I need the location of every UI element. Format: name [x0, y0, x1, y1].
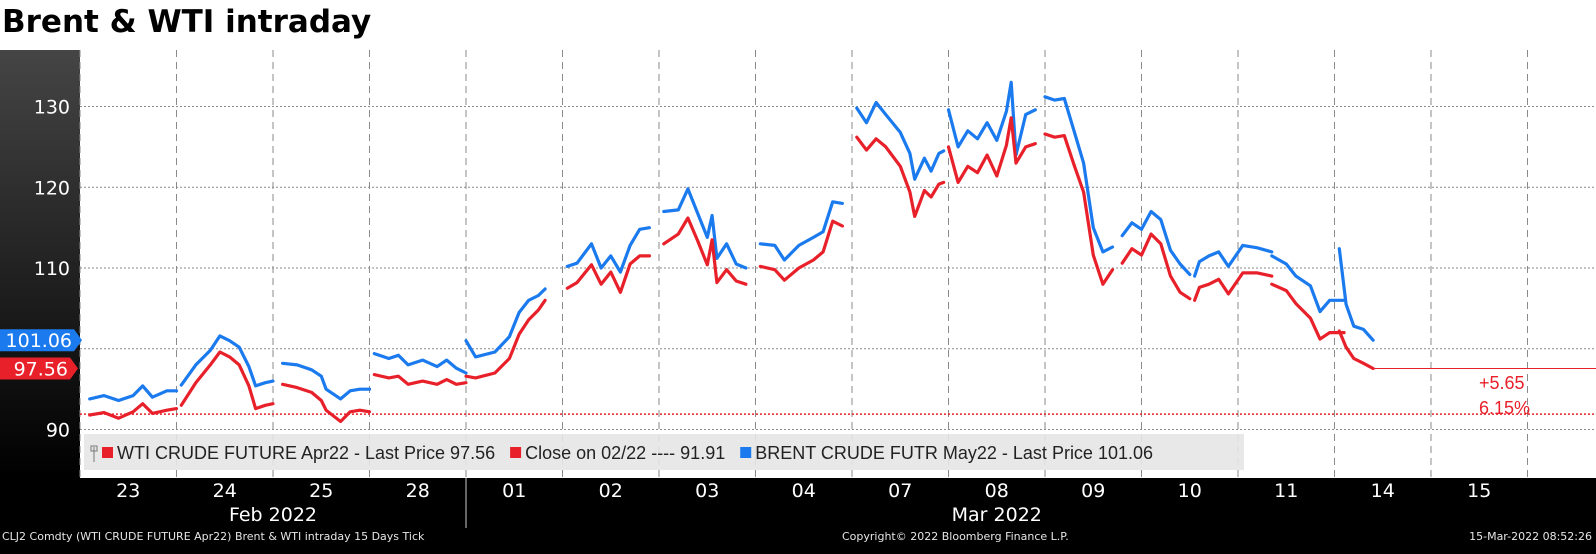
series-line-brent [662, 187, 748, 270]
legend-swatch-close [510, 447, 522, 458]
x-tick-label: 10 [1178, 480, 1202, 502]
series-line-wti [464, 298, 547, 380]
y-tick-label: 90 [46, 420, 70, 442]
legend-label-close: Close on 02/22 ---- 91.91 [525, 443, 725, 463]
x-tick-label: 24 [213, 480, 237, 502]
x-tick-label: 14 [1371, 480, 1395, 502]
series-line-wti [179, 350, 275, 411]
series-line-brent [758, 200, 844, 262]
y-tick-label: 120 [34, 177, 70, 199]
x-tick-label: 08 [985, 480, 1009, 502]
series-line-wti [1337, 329, 1375, 371]
series-line-wti [372, 373, 468, 386]
y-tick-label: 110 [34, 258, 70, 280]
series-line-brent [372, 352, 468, 375]
series-line-brent [1337, 247, 1375, 342]
series-line-brent [281, 361, 372, 401]
change-value: +5.65 [1479, 373, 1525, 393]
series-brent [88, 80, 1375, 403]
series-line-wti [1193, 271, 1274, 302]
legend-pin-icon [90, 445, 98, 452]
footer-copyright: Copyright© 2022 Bloomberg Finance L.P. [842, 530, 1069, 543]
series-line-brent [1043, 95, 1115, 254]
legend-swatch-wti [102, 447, 113, 458]
x-tick-label: 09 [1081, 480, 1105, 502]
chart: 101.06 97.56 90 110 120 130 WTI CRUDE FUTURE… [0, 50, 1596, 528]
x-month-label: Mar 2022 [952, 504, 1042, 526]
series-line-brent [464, 287, 547, 359]
change-percent: 6.15% [1479, 398, 1530, 418]
series-line-wti [946, 116, 1037, 184]
series-line-brent [855, 100, 946, 181]
series-line-wti [662, 216, 748, 286]
x-month-label: Feb 2022 [229, 504, 317, 526]
series-line-brent [1270, 254, 1346, 314]
y-tick-label: 130 [34, 97, 70, 119]
x-tick-label: 25 [309, 480, 333, 502]
last-price-badge [0, 329, 82, 352]
x-tick-label: 11 [1274, 480, 1298, 502]
footer-timestamp: 15-Mar-2022 08:52:26 [1469, 530, 1592, 543]
series-line-brent [179, 334, 275, 388]
series-line-wti [1043, 132, 1115, 286]
footer: CLJ2 Comdty (WTI CRUDE FUTURE Apr22) Bre… [0, 528, 1596, 554]
x-tick-label: 28 [406, 480, 430, 502]
legend-label-brent: BRENT CRUDE FUTR May22 - Last Price 101.… [755, 443, 1153, 463]
x-tick-label: 03 [695, 480, 719, 502]
series-line-brent [88, 384, 179, 403]
x-tick-label: 15 [1467, 480, 1491, 502]
x-tick-label: 01 [502, 480, 526, 502]
chart-title: Brent & WTI intraday [2, 4, 372, 40]
x-tick-label: 23 [116, 480, 140, 502]
series-line-wti [1270, 282, 1346, 341]
x-tick-label: 04 [792, 480, 816, 502]
last-price-badge [0, 357, 78, 380]
series-line-wti [855, 135, 946, 218]
series-line-brent [946, 80, 1037, 157]
legend-label-wti: WTI CRUDE FUTURE Apr22 - Last Price 97.5… [117, 443, 495, 463]
series-line-brent [1120, 209, 1192, 277]
series-line-brent [565, 226, 651, 274]
x-tick-label: 02 [599, 480, 623, 502]
series-line-wti [88, 402, 179, 420]
series-line-brent [1193, 243, 1274, 278]
last-price-label: 101.06 [6, 330, 72, 352]
x-tick-label: 07 [888, 480, 912, 502]
series-line-wti [1120, 232, 1192, 301]
series-line-wti [565, 254, 651, 294]
last-price-label: 97.56 [14, 358, 68, 380]
series-line-wti [758, 219, 844, 282]
series-line-wti [281, 382, 372, 424]
footer-security-description: CLJ2 Comdty (WTI CRUDE FUTURE Apr22) Bre… [2, 530, 425, 543]
legend-swatch-brent [740, 447, 752, 458]
legend-box [84, 434, 1244, 470]
series-wti [88, 116, 1375, 424]
